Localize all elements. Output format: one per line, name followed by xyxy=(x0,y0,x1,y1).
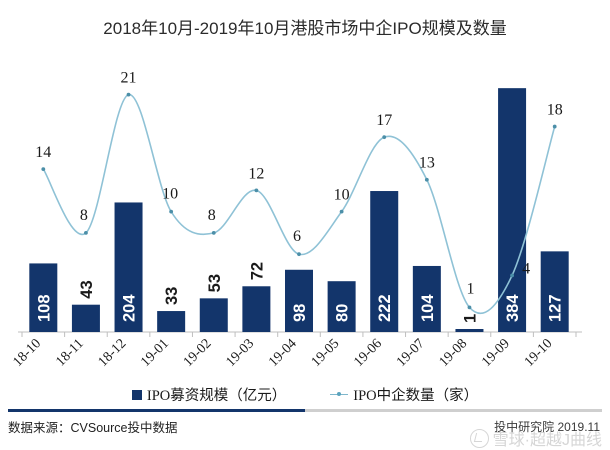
line-marker[interactable] xyxy=(254,188,259,193)
line-value-label: 4 xyxy=(522,260,530,277)
bar[interactable] xyxy=(199,298,228,332)
x-axis-category-label: 19-09 xyxy=(479,336,513,370)
bar-group[interactable]: 108 xyxy=(29,263,58,332)
line-marker[interactable] xyxy=(467,305,472,310)
bar-value-label: 72 xyxy=(248,262,266,280)
bar-value-label: 108 xyxy=(35,294,53,322)
x-axis-category-label: 19-06 xyxy=(351,336,385,370)
line-marker[interactable] xyxy=(84,231,88,235)
bar-group[interactable]: 384 xyxy=(498,88,527,332)
bar-group[interactable]: 80 xyxy=(327,281,356,332)
bar-value-label: 33 xyxy=(163,287,181,305)
legend-line-label: IPO中企数量（家） xyxy=(353,388,479,404)
line-value-label: 17 xyxy=(376,112,392,129)
line-marker[interactable] xyxy=(424,177,429,182)
x-axis-category-label: 19-02 xyxy=(181,336,215,370)
bar-value-label: 104 xyxy=(419,294,437,322)
line-value-label: 1 xyxy=(466,280,474,297)
x-axis-category-label: 18-10 xyxy=(10,336,44,370)
bar[interactable] xyxy=(114,202,143,332)
bar[interactable] xyxy=(455,329,484,332)
x-axis-category-label: 19-04 xyxy=(266,336,300,370)
legend-item-line[interactable]: IPO中企数量（家） xyxy=(330,384,478,405)
watermark-logo-icon xyxy=(469,428,489,448)
bar-value-label: 80 xyxy=(334,304,352,322)
bar[interactable] xyxy=(242,286,271,332)
watermark: 雪球·超越J曲线 xyxy=(469,426,602,450)
bar-group[interactable]: 104 xyxy=(412,265,441,332)
line-marker[interactable] xyxy=(339,209,344,214)
x-axis-category-label: 18-11 xyxy=(53,336,86,369)
legend-item-bar[interactable]: IPO募资规模（亿元） xyxy=(131,384,287,405)
bar[interactable] xyxy=(157,311,186,332)
bar-value-label: 43 xyxy=(78,280,96,298)
bar-group[interactable]: 222 xyxy=(370,191,399,332)
line-value-label: 10 xyxy=(334,187,350,204)
bar-group[interactable]: 72 xyxy=(242,262,271,332)
bar-group[interactable]: 53 xyxy=(199,274,228,332)
bar-value-label: 53 xyxy=(206,274,224,292)
line-marker[interactable] xyxy=(169,209,174,214)
bar-value-label: 384 xyxy=(504,294,522,322)
line-value-label: 10 xyxy=(162,186,178,203)
line-marker[interactable] xyxy=(41,167,46,171)
line-value-label: 8 xyxy=(80,207,88,224)
bar-value-label: 1 xyxy=(461,314,479,323)
legend-bar-label: IPO募资规模（亿元） xyxy=(146,388,287,404)
bar-group[interactable]: 33 xyxy=(157,287,186,332)
bar-group[interactable]: 98 xyxy=(285,269,313,332)
line-value-label: 13 xyxy=(419,155,435,172)
x-axis-category-label: 19-08 xyxy=(437,336,471,370)
bar-value-label: 127 xyxy=(547,294,565,322)
bar[interactable] xyxy=(498,88,527,332)
line-value-label: 14 xyxy=(35,144,51,161)
bar[interactable] xyxy=(285,269,313,332)
x-axis-category-label: 19-10 xyxy=(522,336,556,370)
credit-text: 投中研究院 2019.11 xyxy=(494,420,600,434)
line-marker[interactable] xyxy=(211,231,216,235)
line-marker[interactable] xyxy=(382,135,387,140)
line-value-label: 12 xyxy=(248,165,264,182)
bar[interactable] xyxy=(29,263,58,332)
footer-divider xyxy=(8,409,602,412)
bar[interactable] xyxy=(412,265,441,332)
x-axis-category-label: 19-07 xyxy=(394,336,428,370)
x-axis-category-label: 18-12 xyxy=(96,336,130,370)
x-axis-category-label: 19-03 xyxy=(224,336,258,370)
bar[interactable] xyxy=(327,281,356,332)
line-value-label: 21 xyxy=(121,70,137,87)
line-marker[interactable] xyxy=(297,252,301,257)
footer: 数据来源：CVSource投中数据 雪球·超越J曲线 投中研究院 2019.11 xyxy=(0,414,610,450)
page-title: 2018年10月-2019年10月港股市场中企IPO规模及数量 xyxy=(103,19,507,38)
line-value-label: 6 xyxy=(293,228,301,245)
x-axis-category-label: 19-05 xyxy=(309,336,343,370)
watermark-text: 雪球·超越J曲线 xyxy=(492,432,602,449)
bar[interactable] xyxy=(540,251,569,332)
chart-legend: IPO募资规模（亿元） IPO中企数量（家） xyxy=(0,384,610,405)
line-marker[interactable] xyxy=(126,92,131,97)
x-axis-category-label: 19-01 xyxy=(138,336,172,370)
line-marker[interactable] xyxy=(510,273,514,278)
legend-bar-swatch-icon xyxy=(131,389,142,400)
data-source-text: 数据来源：CVSource投中数据 xyxy=(8,421,178,435)
bar-value-label: 204 xyxy=(121,294,139,322)
line-marker[interactable] xyxy=(552,124,557,129)
bar-group[interactable]: 43 xyxy=(71,280,100,332)
bar[interactable] xyxy=(370,191,399,332)
bar-value-label: 98 xyxy=(291,304,309,322)
bar-group[interactable]: 127 xyxy=(540,251,569,332)
line-value-label: 8 xyxy=(208,207,216,224)
bar-value-label: 222 xyxy=(376,294,394,322)
bar[interactable] xyxy=(71,304,100,332)
legend-line-swatch-icon xyxy=(330,390,349,400)
line-value-label: 18 xyxy=(547,102,563,119)
bar-group[interactable]: 1 xyxy=(455,314,484,332)
bar-group[interactable]: 204 xyxy=(114,202,143,332)
